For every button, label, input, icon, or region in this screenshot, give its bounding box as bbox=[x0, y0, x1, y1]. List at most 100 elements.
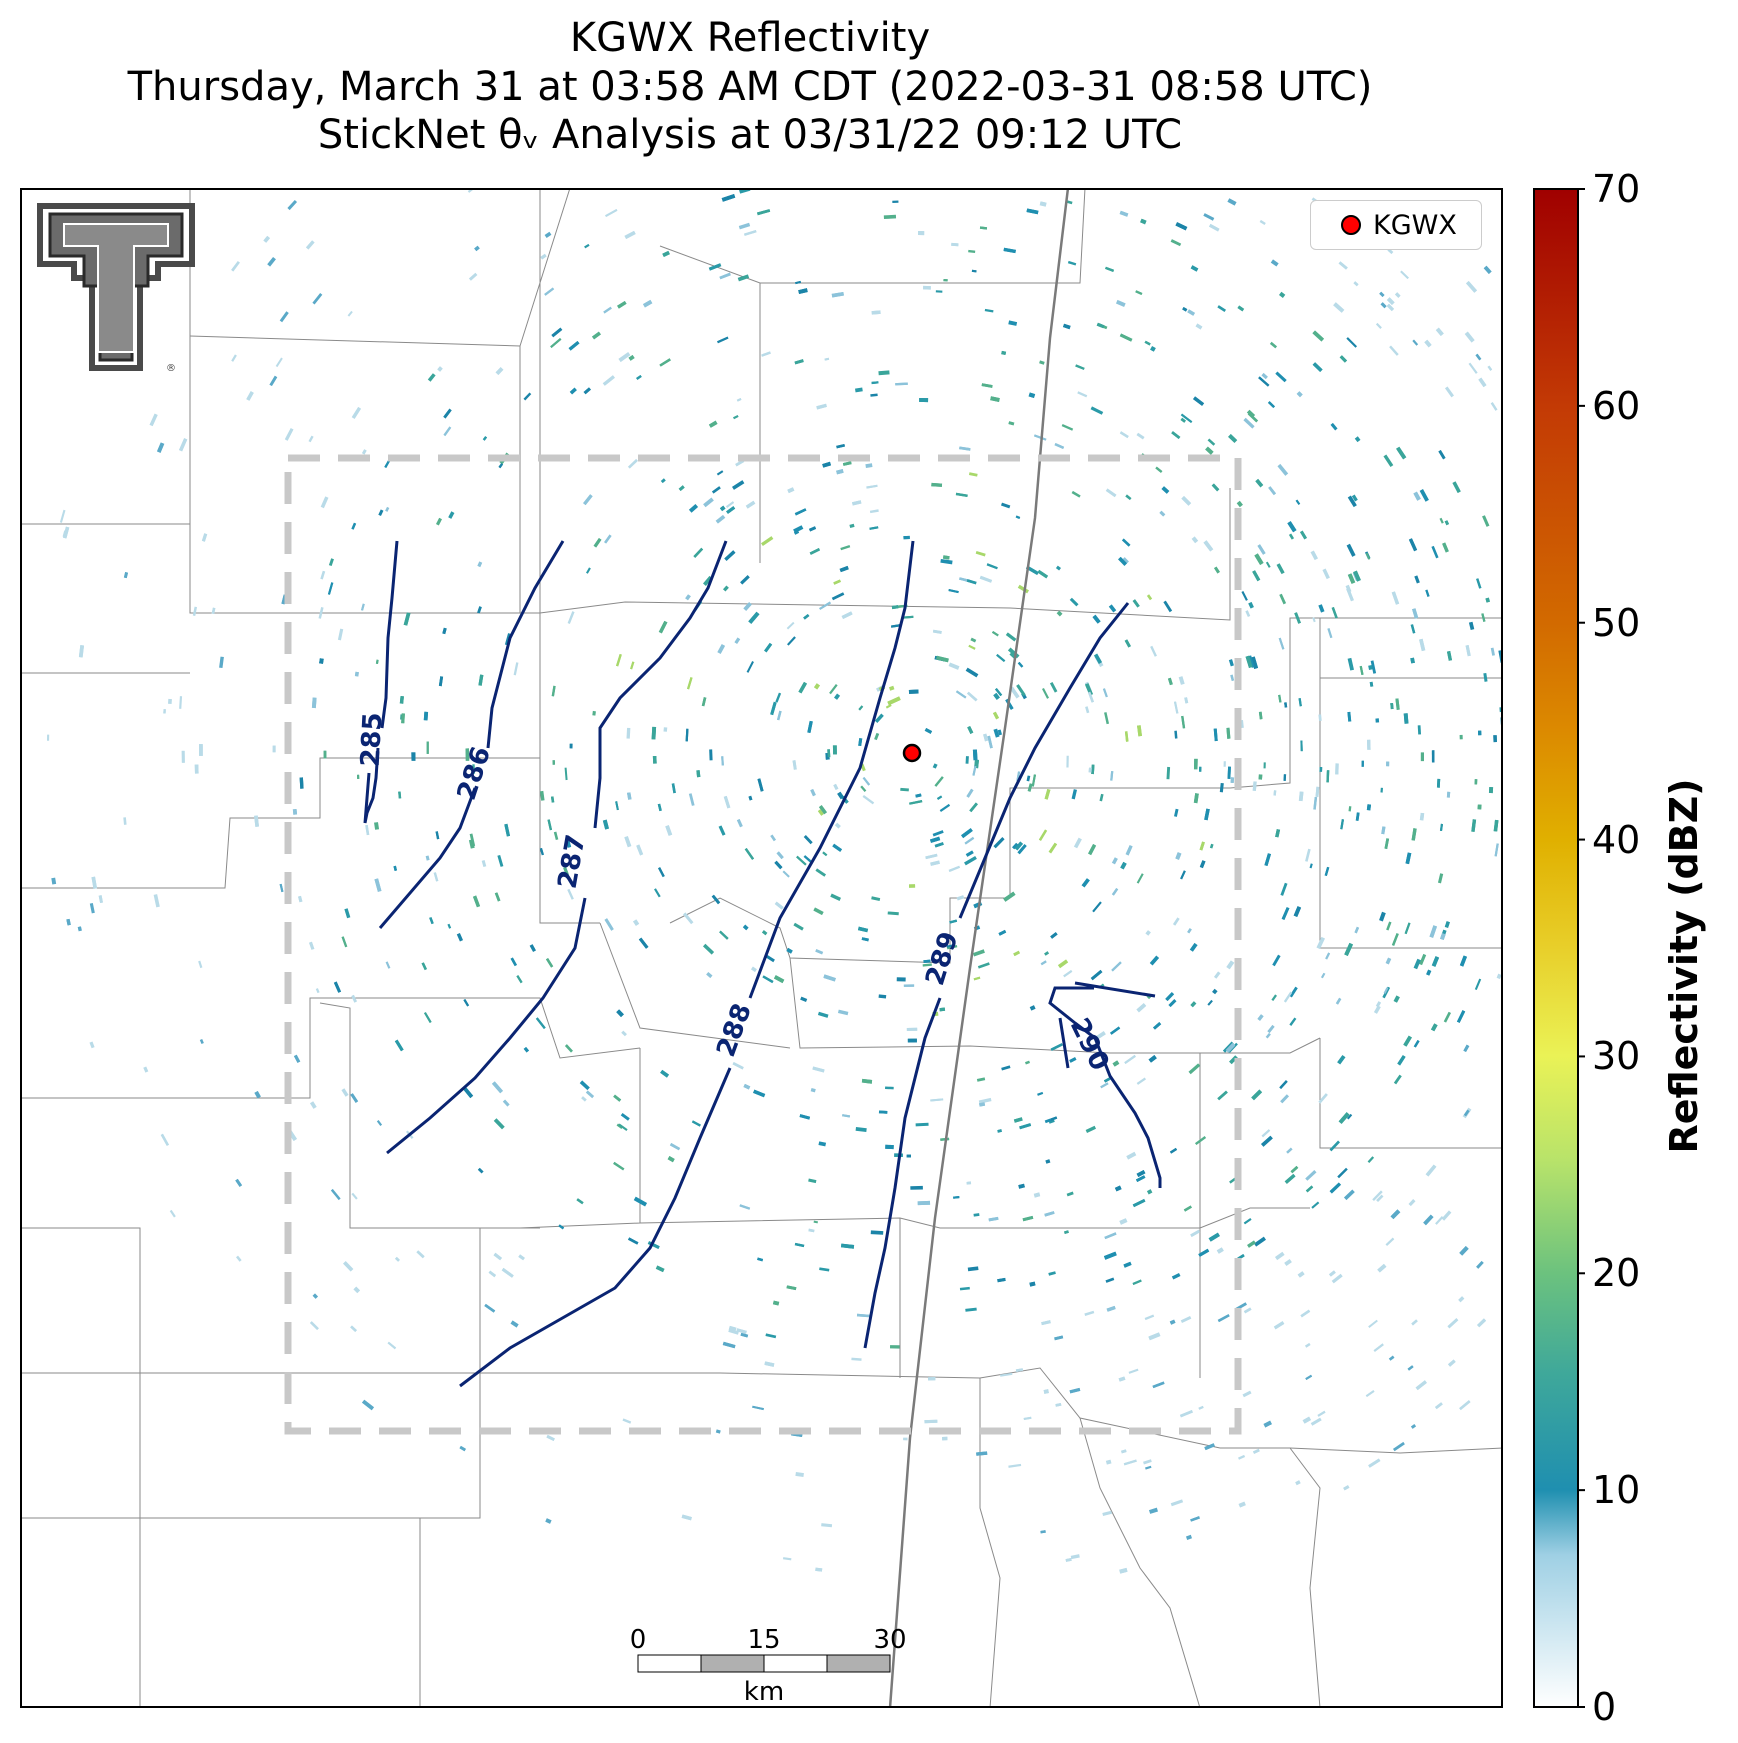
radar-echo bbox=[1119, 333, 1133, 342]
radar-echo bbox=[1023, 1416, 1032, 1420]
radar-echo bbox=[1054, 443, 1065, 449]
radar-echo bbox=[1280, 1094, 1289, 1104]
radar-echo bbox=[1456, 1010, 1466, 1023]
radar-echo bbox=[318, 607, 324, 619]
radar-echo bbox=[263, 235, 271, 243]
radar-echo bbox=[1153, 1022, 1162, 1030]
radar-echo bbox=[1195, 323, 1203, 330]
radar-echo bbox=[1044, 1118, 1052, 1124]
radar-echo bbox=[1252, 781, 1257, 791]
radar-echo bbox=[934, 842, 944, 848]
radar-echo bbox=[1105, 1277, 1115, 1283]
radar-map: 285 286 287 288 289 290 0 15 30 km bbox=[20, 188, 1503, 1708]
radar-echo bbox=[715, 1429, 721, 1434]
radar-echo bbox=[235, 1255, 242, 1262]
radar-echo bbox=[719, 272, 731, 280]
radar-echo bbox=[1437, 873, 1444, 884]
radar-echo bbox=[776, 851, 784, 860]
radar-echo bbox=[1337, 1167, 1348, 1179]
radar-echo bbox=[1390, 1209, 1401, 1220]
radar-echo bbox=[477, 561, 483, 568]
radar-echo bbox=[966, 1181, 972, 1185]
radar-echo bbox=[1304, 1342, 1311, 1348]
radar-echo bbox=[1140, 218, 1147, 225]
radar-echo bbox=[1099, 793, 1104, 802]
radar-echo bbox=[1026, 775, 1031, 782]
radar-echo bbox=[1333, 302, 1345, 313]
radar-echo bbox=[1018, 1183, 1025, 1189]
radar-echo bbox=[993, 837, 1005, 849]
radar-echo bbox=[1090, 406, 1104, 415]
radar-echo bbox=[394, 1039, 404, 1052]
radar-echo bbox=[624, 230, 636, 239]
radar-echo bbox=[1452, 481, 1461, 493]
radar-echo bbox=[1447, 1318, 1459, 1329]
radar-echo bbox=[1438, 450, 1446, 460]
radar-echo bbox=[1135, 290, 1143, 296]
radar-echo bbox=[481, 860, 487, 867]
radar-echo bbox=[1338, 261, 1348, 270]
radar-echo bbox=[592, 331, 601, 340]
radar-echo bbox=[976, 1451, 988, 1456]
radar-echo bbox=[1295, 499, 1301, 505]
radar-echo bbox=[1255, 478, 1264, 488]
radar-echo bbox=[1258, 376, 1270, 387]
radar-echo bbox=[1312, 617, 1316, 623]
radar-echo bbox=[909, 800, 923, 805]
radar-echo bbox=[1391, 933, 1399, 946]
radar-echo bbox=[192, 606, 198, 616]
radar-echo bbox=[1278, 694, 1282, 703]
radar-echo bbox=[1383, 987, 1389, 994]
colorbar bbox=[1533, 188, 1585, 1708]
radar-echo bbox=[547, 819, 553, 831]
radar-echo bbox=[709, 749, 713, 761]
radar-echo bbox=[896, 977, 906, 982]
radar-echo bbox=[815, 868, 827, 877]
radar-echo bbox=[1019, 1123, 1032, 1130]
radar-echo bbox=[267, 256, 276, 267]
radar-echo bbox=[708, 420, 718, 428]
radar-echo bbox=[1283, 991, 1293, 1003]
radar-echo bbox=[829, 683, 838, 695]
radar-echo bbox=[1375, 322, 1382, 329]
radar-echo bbox=[972, 949, 985, 957]
radar-echo bbox=[708, 263, 722, 271]
legend-label: KGWX bbox=[1373, 209, 1457, 241]
radar-echo bbox=[870, 1230, 884, 1235]
radar-echo bbox=[948, 662, 960, 670]
radar-echo bbox=[633, 919, 640, 926]
contour-label-286: 286 bbox=[452, 743, 497, 804]
radar-echo bbox=[1257, 1014, 1264, 1021]
radar-echo bbox=[1245, 610, 1251, 617]
radar-echo bbox=[740, 575, 750, 585]
radar-echo bbox=[319, 658, 324, 664]
radar-echo bbox=[923, 285, 931, 290]
radar-echo bbox=[839, 565, 849, 573]
radar-echo bbox=[794, 359, 804, 365]
radar-echo bbox=[1170, 1499, 1184, 1507]
radar-echo bbox=[311, 697, 317, 709]
radar-echo bbox=[1464, 331, 1475, 343]
radar-echo bbox=[477, 606, 482, 614]
radar-echo bbox=[1066, 755, 1069, 768]
radar-echo bbox=[858, 705, 864, 711]
radar-echo bbox=[438, 676, 444, 687]
radar-echo bbox=[831, 291, 844, 298]
radar-echo bbox=[1459, 1400, 1471, 1411]
radar-echo bbox=[1178, 676, 1185, 685]
radar-echo bbox=[343, 1261, 354, 1272]
radar-echo bbox=[1393, 1074, 1402, 1085]
radar-echo bbox=[1395, 292, 1401, 298]
radar-echo bbox=[874, 713, 884, 723]
radar-echo bbox=[1183, 1205, 1192, 1212]
radar-echo bbox=[1146, 594, 1153, 601]
radar-echo bbox=[1106, 1305, 1116, 1312]
radar-echo bbox=[576, 1198, 584, 1205]
radar-echo bbox=[663, 727, 668, 732]
radar-echo bbox=[1025, 1060, 1031, 1065]
radar-echo bbox=[1259, 219, 1266, 226]
radar-echo bbox=[585, 1090, 595, 1099]
radar-echo bbox=[923, 959, 931, 963]
radar-echo bbox=[1270, 259, 1279, 267]
radar-echo bbox=[794, 530, 800, 535]
